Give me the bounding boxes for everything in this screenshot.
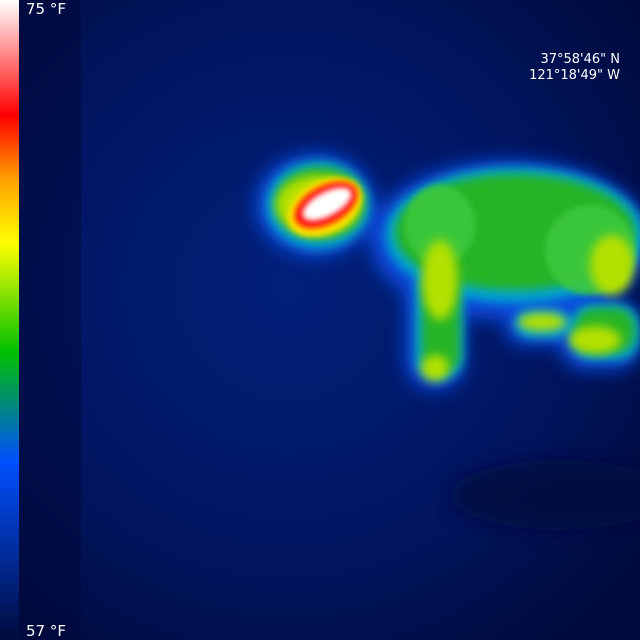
- temperature-color-scale: [0, 0, 19, 640]
- floor-shadow: [450, 460, 640, 530]
- scale-min-label: 57 °F: [26, 622, 66, 640]
- gps-latitude: 37°58'46" N: [540, 52, 620, 67]
- gps-longitude: 121°18'49" W: [529, 68, 620, 83]
- left-dark-band: [19, 0, 81, 640]
- gps-readout: 37°58'46" N 121°18'49" W: [529, 52, 620, 84]
- face-hottest-zone: [302, 187, 352, 221]
- scale-max-label: 75 °F: [26, 0, 66, 18]
- cat-silhouette: [255, 153, 640, 390]
